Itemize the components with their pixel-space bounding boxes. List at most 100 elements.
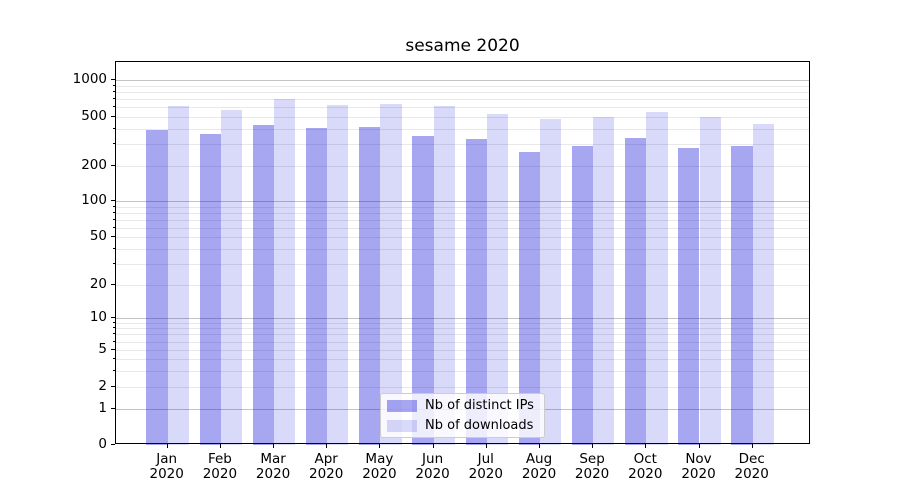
gridline-minor-50 — [116, 237, 809, 238]
bar-downloads-sep-2020 — [593, 116, 615, 446]
x-tick-aug-2020 — [539, 444, 540, 448]
x-tick-label-oct-2020: Oct 2020 — [628, 451, 663, 482]
legend: Nb of distinct IPs Nb of downloads — [380, 393, 545, 438]
y-minortick-6 — [112, 340, 115, 342]
x-tick-label-mar-2020: Mar 2020 — [255, 451, 291, 482]
bar-distinct-ips-dec-2020 — [731, 146, 753, 446]
bar-distinct-ips-apr-2020 — [305, 127, 328, 446]
bar-downloads-apr-2020 — [327, 105, 349, 446]
y-minortick-300 — [112, 143, 115, 144]
y-tick-1000 — [111, 79, 115, 81]
y-tick-5 — [111, 349, 115, 351]
bar-downloads-may-2020 — [380, 103, 402, 446]
gridline-minor-70 — [116, 219, 809, 221]
y-minortick-80 — [112, 211, 115, 213]
bar-distinct-ips-jul-2020 — [465, 139, 487, 446]
x-tick-label-sep-2020: Sep 2020 — [574, 451, 610, 482]
x-tick-label-jul-2020: Jul 2020 — [468, 451, 503, 482]
gridline-major-100 — [116, 201, 809, 202]
x-tick-sep-2020 — [592, 444, 594, 448]
y-tick-50 — [111, 236, 115, 237]
gridline-major-1000 — [116, 80, 809, 82]
gridline-minor-7 — [116, 334, 809, 336]
bar-distinct-ips-oct-2020 — [625, 138, 647, 446]
y-tick-label-200: 200 — [81, 156, 107, 173]
gridline-minor-500 — [116, 117, 809, 118]
bar-distinct-ips-sep-2020 — [571, 145, 594, 446]
bar-downloads-jul-2020 — [486, 113, 509, 446]
y-minortick-3 — [112, 369, 115, 371]
y-tick-label-20: 20 — [89, 275, 107, 292]
gridline-minor-4 — [116, 359, 809, 361]
y-minortick-70 — [112, 218, 115, 220]
y-tick-label-500: 500 — [81, 108, 107, 124]
bar-downloads-dec-2020 — [752, 124, 774, 446]
x-tick-may-2020 — [379, 444, 381, 448]
x-tick-label-may-2020: May 2020 — [362, 451, 397, 482]
y-tick-200 — [111, 164, 115, 166]
y-tick-label-0: 0 — [98, 436, 107, 453]
y-tick-2 — [111, 385, 115, 387]
y-minortick-400 — [112, 127, 115, 129]
x-tick-jan-2020 — [166, 444, 168, 448]
gridlines-layer — [116, 62, 809, 443]
x-tick-oct-2020 — [645, 444, 647, 448]
y-tick-100 — [111, 200, 115, 201]
y-tick-label-5: 5 — [98, 341, 107, 358]
y-tick-label-1000: 1000 — [72, 71, 107, 88]
x-tick-apr-2020 — [326, 444, 328, 448]
x-tick-nov-2020 — [698, 444, 700, 448]
bar-distinct-ips-aug-2020 — [518, 151, 540, 446]
x-tick-jun-2020 — [432, 444, 434, 448]
gridline-minor-3 — [116, 370, 809, 372]
gridline-minor-6 — [116, 341, 809, 343]
legend-swatch-distinct-ips — [387, 399, 417, 412]
gridline-minor-400 — [116, 128, 809, 130]
y-minortick-600 — [112, 106, 115, 108]
bars-layer — [116, 62, 809, 446]
y-tick-label-2: 2 — [98, 377, 107, 394]
y-minortick-9 — [112, 321, 115, 323]
y-tick-10 — [111, 316, 115, 318]
bar-downloads-jan-2020 — [167, 105, 189, 446]
gridline-minor-90 — [116, 206, 809, 208]
legend-label-distinct-ips: Nb of distinct IPs — [425, 398, 534, 413]
x-tick-mar-2020 — [273, 444, 275, 448]
bar-downloads-mar-2020 — [274, 99, 296, 446]
gridline-minor-700 — [116, 99, 809, 101]
y-minortick-800 — [112, 91, 115, 93]
y-tick-500 — [111, 116, 115, 117]
gridline-minor-8 — [116, 328, 809, 330]
x-tick-jul-2020 — [485, 444, 487, 448]
bar-downloads-nov-2020 — [699, 116, 721, 446]
y-minortick-900 — [112, 84, 115, 86]
y-tick-1 — [111, 408, 115, 410]
gridline-minor-80 — [116, 212, 809, 214]
y-minortick-40 — [112, 247, 115, 249]
x-tick-label-apr-2020: Apr 2020 — [309, 451, 344, 482]
legend-entry-distinct-ips: Nb of distinct IPs — [387, 396, 544, 416]
gridline-minor-300 — [116, 144, 809, 145]
y-minortick-8 — [112, 327, 115, 329]
gridline-minor-40 — [116, 248, 809, 250]
x-tick-label-jun-2020: Jun 2020 — [415, 451, 450, 482]
gridline-minor-600 — [116, 107, 809, 109]
gridline-minor-200 — [116, 165, 809, 167]
bar-downloads-oct-2020 — [646, 112, 668, 446]
y-minortick-90 — [112, 205, 115, 207]
bar-distinct-ips-nov-2020 — [678, 147, 700, 446]
x-tick-dec-2020 — [751, 444, 753, 448]
y-tick-label-10: 10 — [89, 308, 107, 325]
bar-distinct-ips-may-2020 — [359, 127, 381, 446]
bar-distinct-ips-jan-2020 — [146, 129, 168, 446]
x-tick-feb-2020 — [219, 444, 221, 448]
plot-area: Nb of distinct IPs Nb of downloads — [115, 61, 810, 446]
gridline-minor-60 — [116, 227, 809, 229]
gridline-minor-30 — [116, 263, 809, 265]
legend-entry-downloads: Nb of downloads — [387, 416, 544, 436]
gridline-minor-9 — [116, 322, 809, 324]
bar-distinct-ips-jun-2020 — [412, 136, 434, 446]
y-tick-20 — [111, 283, 115, 285]
gridline-minor-2 — [116, 386, 809, 388]
